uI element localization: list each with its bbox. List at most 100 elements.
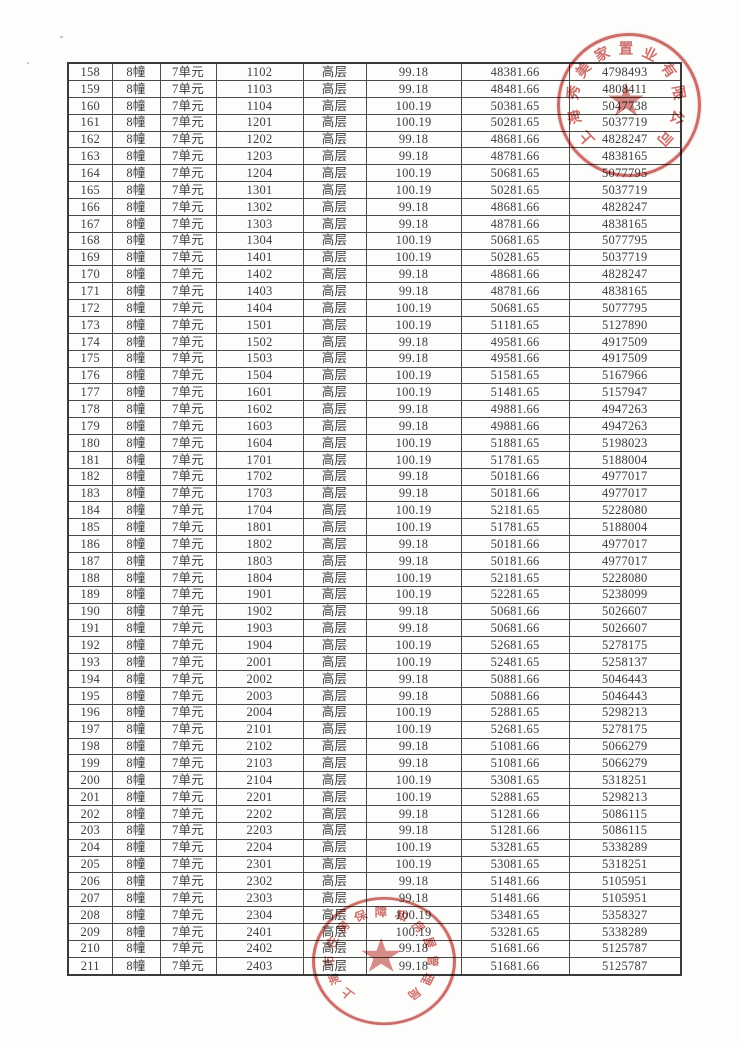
table-cell: 5338289 <box>568 838 682 857</box>
table-cell: 高层 <box>302 535 367 554</box>
table-cell: 50281.65 <box>460 113 570 132</box>
table-row: 159 8幢 7单元 1103 高层 99.18 48481.66 4808411 <box>67 79 682 98</box>
table-cell: 1704 <box>215 501 304 520</box>
table-cell: 8幢 <box>111 788 161 806</box>
scan-speck <box>27 62 29 64</box>
table-cell: 1204 <box>215 164 304 183</box>
table-cell: 4838165 <box>568 147 682 166</box>
table-cell: 207 <box>67 889 113 908</box>
table-cell: 高层 <box>302 248 367 267</box>
table-cell: 53281.65 <box>460 922 570 941</box>
table-row: 181 8幢 7单元 1701 高层 100.19 51781.65 5188004 <box>67 450 682 469</box>
table-cell: 52681.65 <box>460 720 570 739</box>
table-cell: 7单元 <box>159 332 217 351</box>
table-cell: 100.19 <box>365 906 462 924</box>
table-cell: 100.19 <box>365 231 462 250</box>
table-cell: 181 <box>67 450 113 469</box>
table-cell: 168 <box>67 231 113 250</box>
table-cell: 52181.65 <box>460 568 570 587</box>
table-cell: 99.18 <box>365 265 462 284</box>
table-row: 183 8幢 7单元 1703 高层 99.18 50181.66 4977017 <box>67 484 682 503</box>
table-cell: 高层 <box>302 383 367 402</box>
table-cell: 2202 <box>215 804 304 823</box>
table-row: 179 8幢 7单元 1603 高层 99.18 49881.66 4947263 <box>67 417 682 436</box>
table-cell: 7单元 <box>159 79 217 98</box>
table-cell: 高层 <box>302 939 367 958</box>
table-cell: 100.19 <box>365 788 462 806</box>
table-cell: 51481.65 <box>460 383 570 402</box>
table-cell: 1901 <box>215 585 304 604</box>
table-cell: 7单元 <box>159 771 217 790</box>
table-cell: 1802 <box>215 535 304 554</box>
table-cell: 173 <box>67 316 113 334</box>
table-cell: 51281.66 <box>460 821 570 840</box>
table-cell: 5318251 <box>568 771 682 790</box>
table-cell: 4947263 <box>568 417 682 436</box>
table-cell: 100.19 <box>365 383 462 402</box>
table-cell: 2201 <box>215 788 304 806</box>
table-cell: 8幢 <box>111 619 161 638</box>
table-cell: 178 <box>67 400 113 419</box>
table-cell: 51081.66 <box>460 754 570 773</box>
table-cell: 1203 <box>215 147 304 166</box>
table-row: 164 8幢 7单元 1204 高层 100.19 50681.65 5077795 <box>67 164 682 183</box>
table-cell: 高层 <box>302 771 367 790</box>
table-cell: 5077795 <box>568 299 682 318</box>
table-cell: 7单元 <box>159 164 217 183</box>
table-cell: 高层 <box>302 889 367 908</box>
table-cell: 1302 <box>215 198 304 216</box>
table-row: 190 8幢 7单元 1902 高层 99.18 50681.66 5026607 <box>67 602 682 621</box>
table-cell: 2304 <box>215 906 304 924</box>
table-row: 173 8幢 7单元 1501 高层 100.19 51181.65 5127890 <box>67 316 682 334</box>
table-cell: 8幢 <box>111 653 161 672</box>
table-cell: 100.19 <box>365 568 462 587</box>
table-cell: 53081.65 <box>460 855 570 874</box>
table-cell: 194 <box>67 670 113 688</box>
table-cell: 高层 <box>302 703 367 722</box>
table-cell: 50681.65 <box>460 231 570 250</box>
table-cell: 7单元 <box>159 248 217 267</box>
table-cell: 高层 <box>302 585 367 604</box>
scan-speck <box>60 36 63 38</box>
table-cell: 高层 <box>302 164 367 183</box>
table-cell: 高层 <box>302 501 367 520</box>
table-cell: 163 <box>67 147 113 166</box>
table-cell: 50681.66 <box>460 602 570 621</box>
table-cell: 1402 <box>215 265 304 284</box>
table-cell: 1404 <box>215 299 304 318</box>
table-cell: 8幢 <box>111 450 161 469</box>
table-cell: 5066279 <box>568 737 682 756</box>
table-row: 182 8幢 7单元 1702 高层 99.18 50181.66 4977017 <box>67 467 682 486</box>
table-cell: 高层 <box>302 450 367 469</box>
seal-ring-char: 置 <box>618 41 634 58</box>
table-cell: 205 <box>67 855 113 874</box>
table-cell: 4798493 <box>568 62 682 81</box>
table-cell: 209 <box>67 922 113 941</box>
table-cell: 4977017 <box>568 467 682 486</box>
table-cell: 7单元 <box>159 113 217 132</box>
table-cell: 8幢 <box>111 265 161 284</box>
table-cell: 7单元 <box>159 198 217 216</box>
table-row: 204 8幢 7单元 2204 高层 100.19 53281.65 5338289 <box>67 838 682 857</box>
table-cell: 5125787 <box>568 956 682 976</box>
table-cell: 99.18 <box>365 686 462 705</box>
table-cell: 99.18 <box>365 939 462 958</box>
table-cell: 186 <box>67 535 113 554</box>
table-cell: 50181.66 <box>460 467 570 486</box>
table-cell: 51881.65 <box>460 434 570 452</box>
table-cell: 8幢 <box>111 231 161 250</box>
table-cell: 8幢 <box>111 417 161 436</box>
table-cell: 51181.65 <box>460 316 570 334</box>
table-cell: 1303 <box>215 214 304 233</box>
table-cell: 48681.66 <box>460 265 570 284</box>
table-cell: 高层 <box>302 906 367 924</box>
table-cell: 51481.66 <box>460 889 570 908</box>
table-cell: 48381.66 <box>460 62 570 81</box>
table-cell: 167 <box>67 214 113 233</box>
table-cell: 5338289 <box>568 922 682 941</box>
table-cell: 202 <box>67 804 113 823</box>
table-cell: 8幢 <box>111 214 161 233</box>
table-cell: 高层 <box>302 62 367 81</box>
table-cell: 7单元 <box>159 720 217 739</box>
table-cell: 8幢 <box>111 602 161 621</box>
